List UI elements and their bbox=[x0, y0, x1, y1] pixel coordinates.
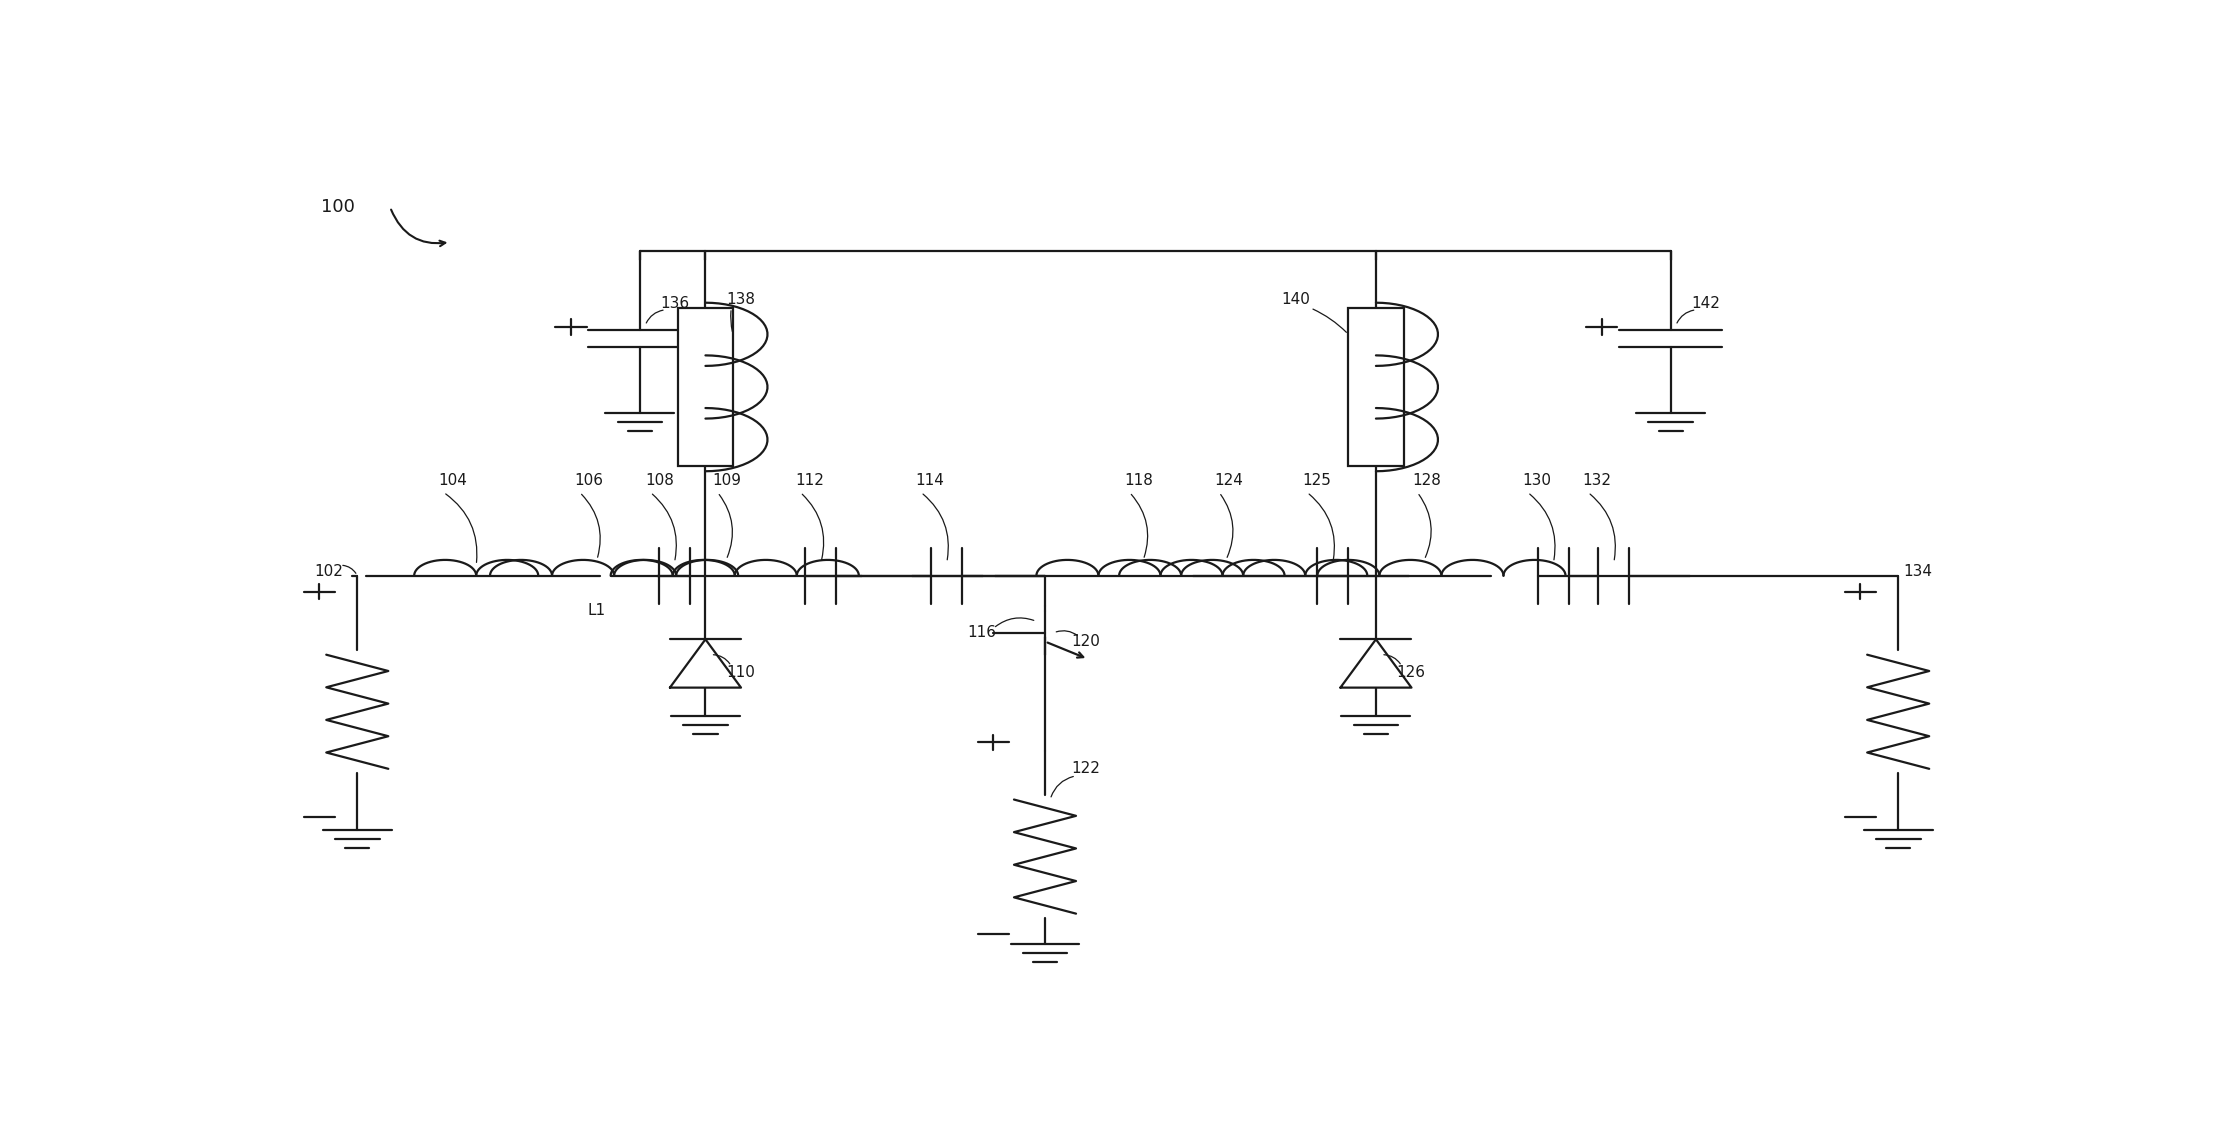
Text: 130: 130 bbox=[1523, 473, 1552, 488]
Text: 112: 112 bbox=[796, 473, 823, 488]
Text: 138: 138 bbox=[725, 292, 756, 307]
Text: 132: 132 bbox=[1583, 473, 1612, 488]
Text: 128: 128 bbox=[1412, 473, 1441, 488]
Text: 126: 126 bbox=[1397, 665, 1426, 679]
Text: 108: 108 bbox=[645, 473, 674, 488]
Text: L1: L1 bbox=[587, 603, 605, 618]
Text: 110: 110 bbox=[725, 665, 754, 679]
Text: 136: 136 bbox=[661, 296, 689, 311]
Text: 114: 114 bbox=[916, 473, 945, 488]
Text: 109: 109 bbox=[712, 473, 741, 488]
Text: 140: 140 bbox=[1281, 292, 1310, 307]
Bar bbox=[1348, 308, 1403, 466]
Text: 106: 106 bbox=[574, 473, 603, 488]
Text: 142: 142 bbox=[1692, 296, 1719, 311]
Text: 104: 104 bbox=[438, 473, 467, 488]
Text: 120: 120 bbox=[1072, 634, 1099, 649]
Text: 134: 134 bbox=[1904, 564, 1933, 579]
Text: 122: 122 bbox=[1072, 762, 1099, 776]
Text: 124: 124 bbox=[1214, 473, 1243, 488]
Text: 102: 102 bbox=[314, 564, 342, 579]
Text: 116: 116 bbox=[967, 625, 996, 641]
Text: 118: 118 bbox=[1125, 473, 1154, 488]
Text: 100: 100 bbox=[320, 198, 356, 215]
Text: 125: 125 bbox=[1301, 473, 1330, 488]
Bar bbox=[678, 308, 734, 466]
